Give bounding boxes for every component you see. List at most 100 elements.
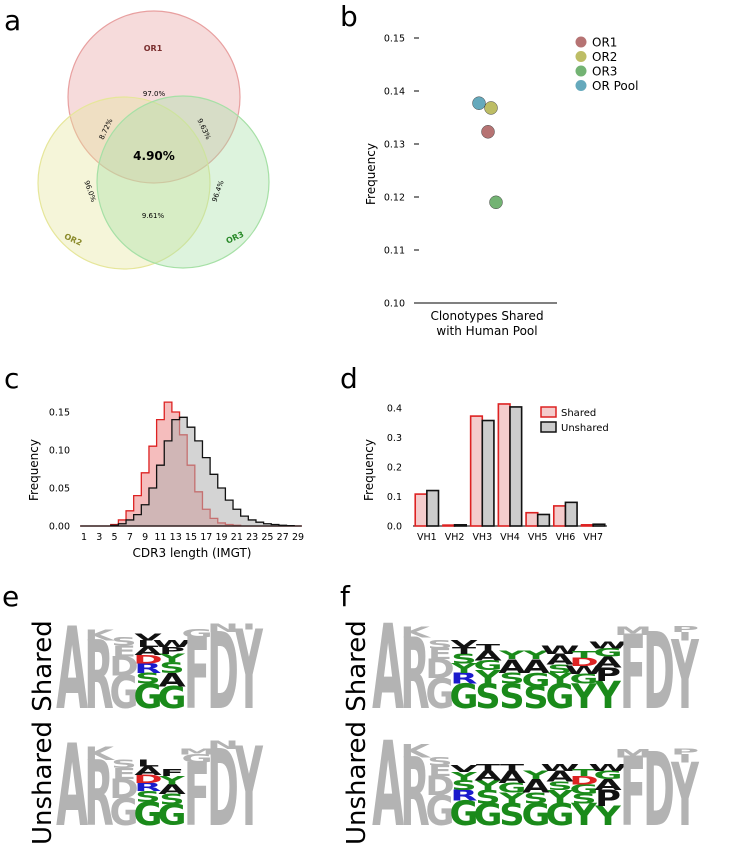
logo-letter: S [427, 638, 452, 651]
logo-letter: S [159, 659, 184, 676]
panel-letter-a: a [4, 4, 21, 37]
bar-unshared-vh5 [536, 513, 551, 527]
histogram-x-tick-label: 15 [185, 532, 197, 543]
bar-x-tick-label: VH2 [445, 532, 465, 543]
logo-letter: R [134, 661, 161, 676]
panel-letter-e: e [2, 580, 19, 613]
logo-letter: Y [671, 745, 700, 846]
logo-letter: D [643, 610, 675, 734]
logo-letter: S [475, 786, 500, 808]
logo-letter: G [498, 781, 527, 796]
logo-letter: D [133, 773, 162, 786]
logo-letter: I [678, 752, 692, 765]
bar-unshared-vh2 [453, 524, 468, 527]
logo-letter: G [474, 658, 503, 673]
logo-letter: A [546, 651, 573, 668]
logo-letter: M [178, 748, 216, 757]
logo-letter: W [565, 664, 604, 677]
logo-letter: Y [594, 673, 621, 717]
panel-letter-c: c [4, 362, 19, 395]
scatter-y-tick-label: 0.11 [384, 246, 405, 257]
logo-letter: Y [474, 778, 502, 793]
logo-letter: S [451, 651, 476, 666]
scatter-y-label: Frequency [364, 143, 378, 205]
logo-letter: R [450, 670, 477, 687]
logo-letter: Y [498, 790, 525, 807]
logo-letter: W [589, 640, 628, 651]
logo-letter: G [594, 769, 623, 782]
bar-y-tick-label: 0.2 [387, 462, 402, 473]
legend-marker-or3 [575, 65, 587, 77]
histogram-x-tick-label: 21 [231, 532, 243, 543]
logo-letter: G [450, 678, 479, 717]
logo-letter: E [112, 643, 136, 660]
logo-letter: T [572, 649, 597, 660]
logo-letter: P [595, 785, 621, 811]
bar-unshared-vh1 [426, 489, 440, 527]
logo-letter: R [400, 617, 429, 732]
histogram-x-tick-label: 9 [142, 532, 148, 543]
histogram-x-tick-label: 11 [154, 532, 166, 543]
logo-letter: Y [671, 620, 700, 730]
logo-letter: F [620, 615, 646, 733]
logo-letter: S [427, 755, 452, 768]
bar-x-tick-label: VH3 [472, 532, 492, 543]
logo-letter: Y [522, 769, 550, 782]
logo-letter: S [571, 791, 596, 806]
logo-letter: D [109, 652, 138, 682]
logo-letter: P [671, 748, 699, 757]
bar-unshared-vh4 [509, 406, 523, 527]
sequence-logo-f: Shared ARKGDESGRYSTVSYGATSSAYSGAYGYSAWYGW… [342, 600, 700, 850]
logo-row-label: Shared [342, 620, 372, 712]
logo-row-label: Unshared [28, 721, 58, 845]
logo-letter: V [450, 639, 477, 650]
logo-letter: Y [450, 770, 478, 783]
logo-letter: Y [158, 652, 186, 665]
logo-letter: Y [546, 670, 573, 687]
bar-legend: Shared Unshared [540, 406, 609, 434]
logo-letter: Y [235, 725, 264, 850]
logo-letter: Y [158, 774, 186, 787]
logo-letter: D [643, 732, 675, 850]
logo-letter: A [372, 717, 404, 850]
venn-circle-or3 [96, 95, 270, 269]
logo-letter: G [474, 797, 503, 832]
logo-letter: G [522, 797, 551, 832]
histogram-y-tick-label: 0.00 [49, 522, 70, 533]
logo-letter: A [134, 645, 162, 658]
legend-label: OR1 [592, 36, 617, 50]
vh-bar-chart: 0.0 0.1 0.2 0.3 0.4 VH1 VH2 VH3 VH4 VH5 VH6 VH7 Fre… [362, 403, 609, 543]
panel-letter-f: f [340, 580, 351, 613]
logo-letter: S [111, 758, 136, 771]
bar-x-tick-label: VH1 [417, 532, 437, 543]
logo-letter: K [400, 740, 432, 762]
logo-letter: A [134, 765, 162, 778]
legend-swatch-shared [540, 406, 557, 418]
logo-letter: S [523, 790, 548, 807]
logo-letter: S [499, 797, 524, 832]
logo-letter: S [499, 670, 524, 687]
logo-letter: R [400, 737, 429, 847]
bar-y-tick-label: 0.1 [387, 492, 402, 503]
scatter-x-label-line2: with Human Pool [436, 324, 537, 338]
histogram-x-label: CDR3 length (IMGT) [133, 546, 252, 560]
logo-letter: G [158, 798, 187, 832]
logo-letter: A [546, 768, 573, 785]
logo-letter: G [134, 796, 163, 833]
logo-letter: D [133, 653, 162, 666]
histogram-x-tick-label: 5 [112, 532, 118, 543]
logo-letter: S [475, 678, 500, 717]
logo-letter: A [522, 775, 549, 797]
bar-shared-vh5 [525, 511, 539, 527]
logo-letter: R [84, 743, 113, 847]
histogram-y-tick-label: 0.10 [49, 446, 70, 457]
histogram-x-tick-label: 7 [127, 532, 133, 543]
logo-letter: R [84, 620, 113, 730]
legend-marker-or1 [575, 36, 587, 48]
scatter-y-tick-label: 0.12 [384, 193, 405, 204]
logo-letter: M [614, 624, 652, 637]
logo-letter: W [153, 639, 192, 650]
histogram-x-tick-label: 25 [261, 532, 273, 543]
logo-letter: G [546, 678, 575, 717]
